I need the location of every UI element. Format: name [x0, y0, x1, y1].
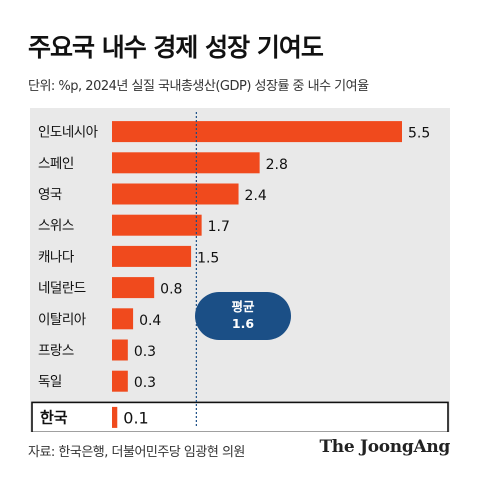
source-note: 자료: 한국은행, 더불어민주당 임광현 의원 — [28, 445, 245, 460]
bar-독일 — [112, 370, 128, 392]
bar-chart: 인도네시아 5.5 스페인 2.8 영국 2.4 스위스 1.7 캐나다 1.5 네덜란드 0.8 이탈… — [31, 112, 449, 432]
average-label: 평균 — [231, 299, 255, 314]
value-label: 0.3 — [134, 344, 156, 360]
average-value: 1.6 — [232, 316, 254, 331]
value-label: 1.5 — [197, 250, 219, 266]
value-label: 1.7 — [208, 219, 230, 235]
chart-subtitle: 단위: %p, 2024년 실질 국내총생산(GDP) 성장률 중 내수 기여율 — [28, 79, 369, 94]
value-label: 0.3 — [134, 375, 156, 391]
category-label: 프랑스 — [38, 343, 74, 359]
highlight-row-box — [31, 401, 449, 432]
chart-title: 주요국 내수 경제 성장 기여도 — [28, 33, 324, 62]
category-label: 독일 — [38, 374, 62, 390]
bar-이탈리아 — [112, 308, 134, 330]
bar-한국 — [112, 406, 118, 428]
bar-네덜란드 — [112, 277, 155, 299]
bar-스위스 — [112, 214, 202, 236]
value-label: 0.4 — [139, 313, 161, 329]
bar-인도네시아 — [112, 121, 402, 143]
chart-panel: 인도네시아 5.5 스페인 2.8 영국 2.4 스위스 1.7 캐나다 1.5 네덜란드 0.8 이탈… — [30, 108, 450, 432]
brand-logo: The JoongAng — [319, 437, 450, 457]
bar-캐나다 — [112, 245, 192, 267]
category-label: 네덜란드 — [38, 281, 86, 297]
value-label: 2.4 — [245, 188, 267, 204]
bar-스페인 — [112, 152, 260, 174]
category-label: 영국 — [38, 187, 62, 203]
category-label: 스위스 — [38, 218, 74, 234]
value-label: 5.5 — [408, 126, 430, 142]
category-label: 스페인 — [38, 156, 74, 172]
average-bubble — [195, 292, 291, 340]
value-label: 0.1 — [123, 408, 148, 427]
category-label: 인도네시아 — [38, 125, 99, 141]
category-label: 이탈리아 — [38, 312, 87, 328]
value-label: 0.8 — [160, 282, 182, 298]
bar-영국 — [112, 183, 239, 205]
category-label: 한국 — [40, 408, 68, 426]
average-bubble-pointer — [203, 307, 221, 325]
value-label: 2.8 — [266, 157, 288, 173]
bar-프랑스 — [112, 339, 128, 361]
category-label: 캐나다 — [38, 249, 75, 265]
